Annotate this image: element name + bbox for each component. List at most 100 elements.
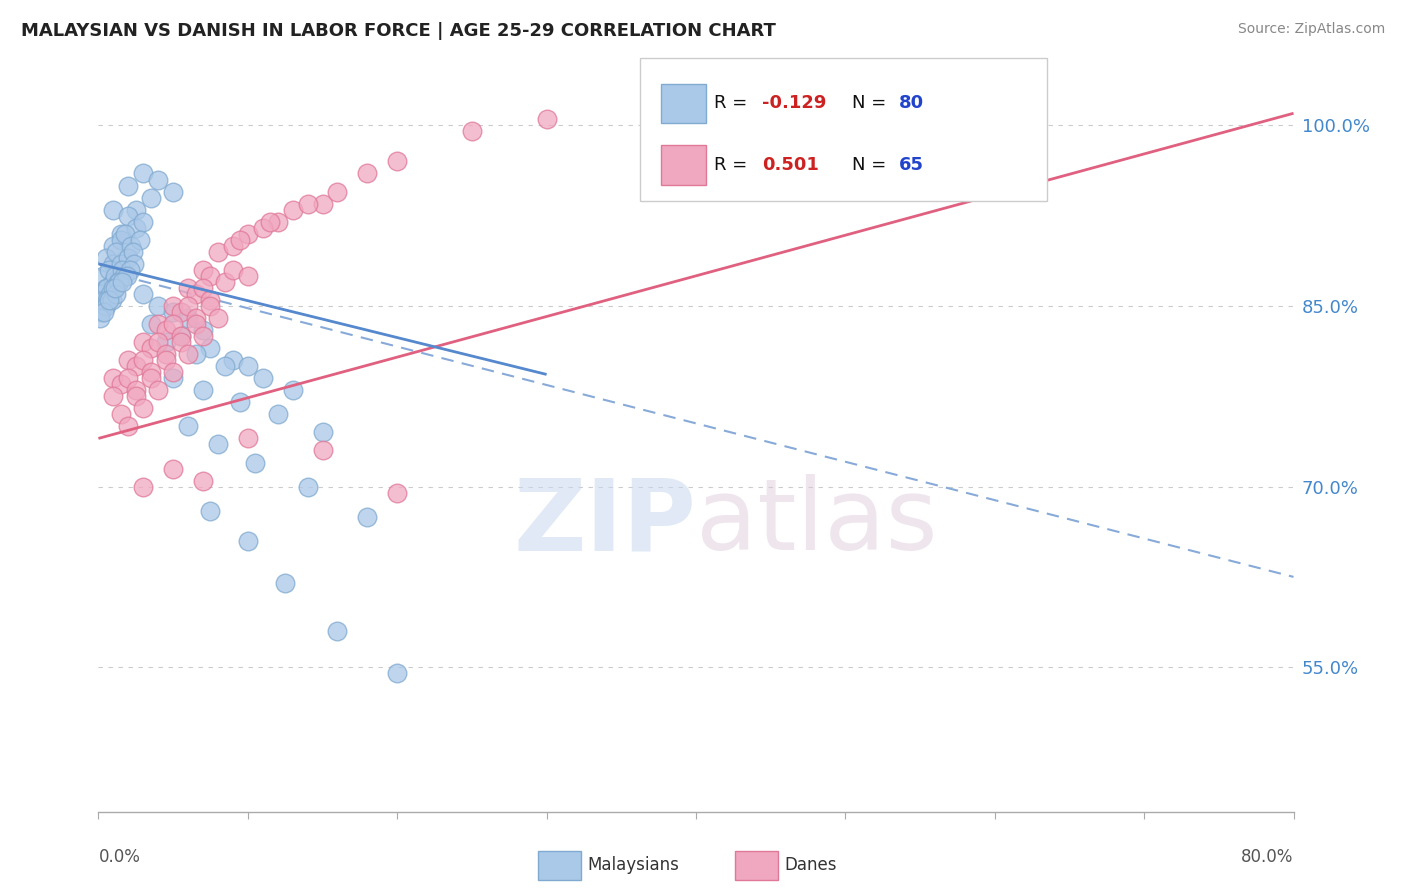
Point	[117, 353, 139, 368]
Point	[103, 238, 125, 252]
Point	[139, 191, 162, 205]
Point	[191, 329, 214, 343]
Point	[222, 238, 245, 252]
Point	[89, 310, 111, 325]
Point	[184, 310, 207, 325]
Point	[356, 509, 378, 524]
Point	[112, 268, 135, 283]
Point	[139, 341, 162, 355]
Point	[385, 666, 409, 681]
Point	[311, 443, 333, 458]
Point	[101, 293, 124, 307]
Point	[148, 317, 170, 331]
Point	[110, 377, 132, 392]
Point	[274, 576, 297, 591]
Point	[252, 371, 274, 385]
Point	[117, 209, 139, 223]
Point	[326, 185, 349, 199]
Point	[117, 419, 139, 434]
Point	[103, 275, 125, 289]
Point	[191, 262, 214, 277]
Point	[132, 353, 155, 368]
Point	[103, 371, 125, 385]
Point	[311, 196, 333, 211]
Point	[114, 227, 136, 241]
Point	[90, 305, 112, 319]
Point	[461, 124, 484, 138]
Point	[169, 305, 191, 319]
Point	[162, 371, 184, 385]
Point	[169, 329, 191, 343]
Point	[132, 334, 155, 349]
Point	[104, 268, 127, 283]
Point	[356, 166, 378, 180]
Point	[96, 281, 118, 295]
Text: 0.501: 0.501	[762, 156, 818, 174]
Point	[184, 317, 207, 331]
Point	[297, 196, 319, 211]
Point	[132, 215, 155, 229]
Point	[245, 455, 267, 469]
Point	[125, 359, 148, 373]
Point	[132, 401, 155, 416]
Text: N =: N =	[852, 156, 891, 174]
Point	[110, 233, 132, 247]
Point	[177, 299, 200, 313]
Point	[267, 215, 290, 229]
Point	[91, 268, 114, 283]
Point	[111, 262, 134, 277]
Point	[191, 474, 214, 488]
Point	[111, 275, 134, 289]
Point	[252, 220, 274, 235]
Point	[148, 172, 170, 186]
Point	[236, 533, 259, 548]
Point	[281, 202, 304, 217]
Point	[184, 347, 207, 361]
Point	[124, 257, 146, 271]
Point	[97, 262, 120, 277]
Point	[94, 299, 117, 313]
Point	[207, 244, 229, 259]
Point	[103, 389, 125, 403]
Point	[108, 275, 131, 289]
Point	[93, 305, 115, 319]
Point	[117, 251, 139, 265]
Point	[132, 287, 155, 301]
Point	[162, 305, 184, 319]
Point	[105, 244, 128, 259]
Point	[200, 503, 222, 517]
Point	[326, 624, 349, 638]
Point	[281, 384, 304, 398]
Point	[148, 334, 170, 349]
Point	[311, 425, 333, 440]
Point	[121, 244, 143, 259]
Text: atlas: atlas	[696, 475, 938, 571]
Point	[115, 268, 138, 283]
Point	[200, 299, 222, 313]
Point	[162, 365, 184, 379]
Point	[222, 353, 245, 368]
Point	[297, 480, 319, 494]
Point	[207, 310, 229, 325]
Text: 80: 80	[898, 95, 924, 112]
Point	[94, 281, 117, 295]
Text: MALAYSIAN VS DANISH IN LABOR FORCE | AGE 25-29 CORRELATION CHART: MALAYSIAN VS DANISH IN LABOR FORCE | AGE…	[21, 22, 776, 40]
Point	[162, 461, 184, 475]
Point	[155, 323, 177, 337]
Point	[169, 334, 191, 349]
Point	[117, 178, 139, 193]
Point	[236, 359, 259, 373]
Point	[229, 233, 252, 247]
Point	[200, 268, 222, 283]
Point	[110, 407, 132, 421]
Point	[155, 347, 177, 361]
Point	[105, 287, 128, 301]
Point	[110, 257, 132, 271]
Point	[98, 287, 122, 301]
Text: R =: R =	[714, 95, 754, 112]
Point	[222, 262, 245, 277]
Point	[132, 480, 155, 494]
Point	[104, 281, 127, 295]
Point	[207, 437, 229, 451]
Point	[148, 299, 170, 313]
